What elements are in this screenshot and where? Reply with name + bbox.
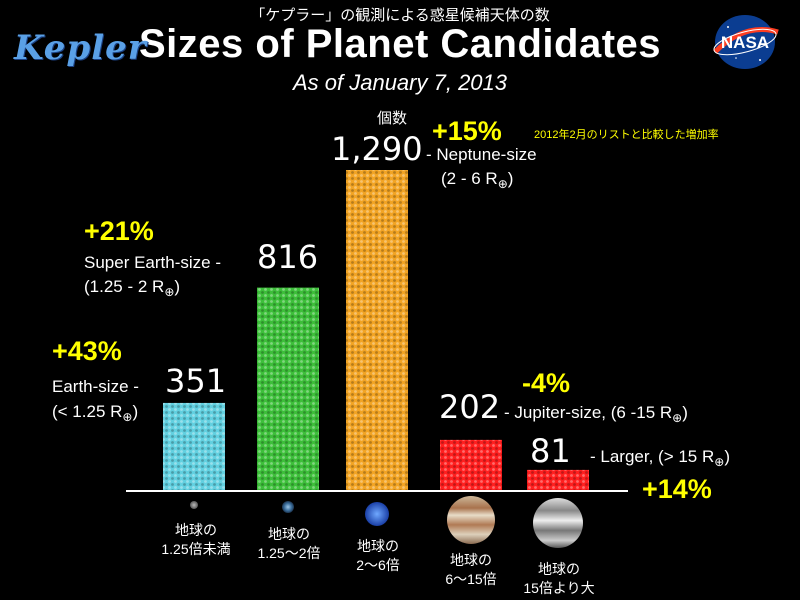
increase-label-2: +15% [432, 116, 502, 146]
category-label-0-1: 1.25倍未満 [161, 541, 230, 557]
category-label-1-1: 1.25〜2倍 [257, 545, 320, 561]
increase-label-3: -4% [522, 368, 570, 398]
value-label-4: 81 [530, 432, 571, 470]
kepler-logo: Kepler [14, 28, 147, 68]
increase-label-1: +21% [84, 216, 154, 246]
value-label-0: 351 [165, 362, 226, 400]
increase-label-0: +43% [52, 336, 122, 366]
bar-texture-4 [527, 469, 589, 490]
category-label-2-1: 2〜6倍 [356, 557, 400, 573]
bar-texture-0 [163, 402, 225, 490]
size-label-3: - Jupiter-size, (6 -15 R⊕) [504, 403, 688, 425]
jupiter-planet-icon [447, 496, 495, 544]
bar-texture-2 [346, 170, 408, 490]
bar-texture-3 [440, 439, 502, 490]
bar-texture-1 [257, 287, 319, 490]
range-label-1: (1.25 - 2 R⊕) [84, 277, 180, 299]
size-label-1: Super Earth-size - [84, 253, 221, 272]
size-label-0: Earth-size - [52, 377, 139, 396]
range-label-0: (< 1.25 R⊕) [52, 402, 138, 424]
category-label-4-0: 地球の [538, 561, 580, 577]
value-label-2: 1,290 [331, 130, 423, 168]
super-earth-planet-icon [282, 501, 294, 513]
category-label-3-0: 地球の [450, 552, 492, 568]
value-label-1: 816 [257, 238, 318, 276]
chart-title: Sizes of Planet Candidates [138, 22, 662, 66]
increase-note: 2012年2月のリストと比較した増加率 [534, 127, 719, 141]
larger-planet-icon [533, 498, 583, 548]
category-label-2-0: 地球の [357, 538, 399, 554]
increase-label-4: +14% [642, 474, 712, 504]
category-label-0-0: 地球の [175, 522, 217, 538]
value-label-3: 202 [439, 388, 500, 426]
size-label-2: - Neptune-size [426, 145, 537, 164]
category-label-1-0: 地球の [268, 526, 310, 542]
neptune-planet-icon [365, 502, 389, 526]
category-label-4-1: 15倍より大 [523, 580, 594, 596]
size-label-4: - Larger, (> 15 R⊕) [590, 447, 730, 469]
svg-text:NASA: NASA [721, 33, 769, 52]
category-label-3-1: 6〜15倍 [445, 571, 496, 587]
earth-size-planet-icon [190, 501, 198, 509]
count-header: 個数 [377, 110, 407, 127]
japanese-title: 「ケプラー」の観測による惑星候補天体の数 [250, 7, 550, 24]
nasa-logo: NASA [713, 15, 779, 69]
chart-subtitle: As of January 7, 2013 [292, 70, 508, 95]
range-label-2: (2 - 6 R⊕) [441, 169, 513, 191]
